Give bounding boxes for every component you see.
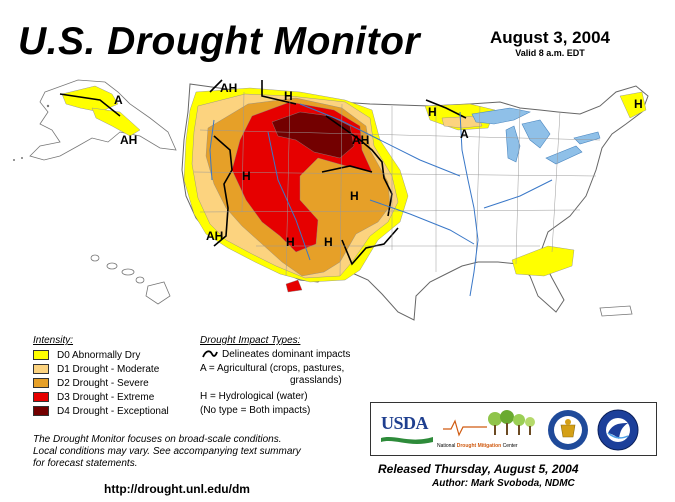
intensity-title: Intensity: xyxy=(33,335,74,346)
rivers xyxy=(209,103,553,297)
map-title: U.S. Drought Monitor xyxy=(18,20,421,63)
great-lakes xyxy=(471,107,601,165)
note-line-1: The Drought Monitor focuses on broad-sca… xyxy=(33,434,282,445)
ndmc-logo: National Drought Mitigation Center xyxy=(437,409,541,453)
noaa-logo-icon xyxy=(597,409,639,451)
alaska-region xyxy=(13,79,177,161)
usda-logo-text: USDA xyxy=(381,413,429,433)
state-borders xyxy=(193,91,601,277)
impact-types-legend: Drought Impact Types: Delineates dominan… xyxy=(200,335,375,420)
drought-map: A AH AH H AH H H AH H H H A H xyxy=(13,79,649,321)
impact-agricultural: A = Agricultural (crops, pastures, xyxy=(200,363,345,374)
note-line-2: Local conditions may vary. See accompany… xyxy=(33,446,301,457)
map-label-maine-h: H xyxy=(634,97,643,111)
map-label-nevada-h: H xyxy=(242,169,251,183)
map-label-kansas-h: H xyxy=(350,189,359,203)
valid-time: Valid 8 a.m. EDT xyxy=(515,48,585,58)
intensity-legend: Intensity: D0 Abnormally Dry D1 Drought … xyxy=(33,335,198,417)
impact-agricultural-cont: grasslands) xyxy=(290,375,342,386)
impact-boundaries xyxy=(209,79,467,266)
legend-item-d1: D1 Drought - Moderate xyxy=(33,363,159,375)
legend-item-d0: D0 Abnormally Dry xyxy=(33,349,140,361)
impact-delineates: Delineates dominant impacts xyxy=(222,349,351,360)
impact-boundary-icon xyxy=(202,350,218,358)
map-label-wisconsin-h: H xyxy=(428,105,437,119)
doc-seal-icon xyxy=(548,410,588,450)
ndmc-logo-text: National Drought Mitigation Center xyxy=(437,443,541,449)
usda-wave-icon xyxy=(381,437,433,444)
map-label-plains-ah: AH xyxy=(352,133,369,147)
d2-swatch xyxy=(33,378,49,388)
hawaii-region xyxy=(90,254,171,305)
note-line-3: for forecast statements. xyxy=(33,458,138,469)
disclaimer-note: The Drought Monitor focuses on broad-sca… xyxy=(33,434,363,470)
impact-hydrological: H = Hydrological (water) xyxy=(200,391,308,402)
legend-label-d4: D4 Drought - Exceptional xyxy=(57,405,169,417)
map-label-california-ah: AH xyxy=(206,229,223,243)
legend-item-d3: D3 Drought - Extreme xyxy=(33,391,154,403)
usda-logo: USDA xyxy=(381,413,433,447)
legend-item-d4: D4 Drought - Exceptional xyxy=(33,405,169,417)
ndmc-trees-icon xyxy=(443,410,535,437)
impact-types-title: Drought Impact Types: xyxy=(200,335,301,346)
map-label-alaska-ah: AH xyxy=(120,133,137,147)
map-label-arizona-h: H xyxy=(286,235,295,249)
d4-swatch xyxy=(33,406,49,416)
ndmc-prefix: National xyxy=(437,443,456,449)
map-label-newmexico-h: H xyxy=(324,235,333,249)
ndmc-suffix: Center xyxy=(502,443,518,449)
map-label-pnw-ah: AH xyxy=(220,81,237,95)
map-label-alaska-a: A xyxy=(114,93,123,107)
d1-swatch xyxy=(33,364,49,374)
legend-label-d3: D3 Drought - Extreme xyxy=(57,391,155,403)
legend-label-d0: D0 Abnormally Dry xyxy=(57,349,141,361)
puerto-rico-region xyxy=(599,305,633,317)
legend-label-d2: D2 Drought - Severe xyxy=(57,377,149,389)
legend-label-d1: D1 Drought - Moderate xyxy=(57,363,160,375)
map-date: August 3, 2004 xyxy=(490,28,610,47)
sponsor-logos: USDA National Drought Mitigation Center xyxy=(370,402,657,456)
d3-swatch xyxy=(33,392,49,402)
drought-url[interactable]: http://drought.unl.edu/dm xyxy=(104,482,250,496)
impact-both: (No type = Both impacts) xyxy=(200,405,311,416)
ndmc-emph: Drought Mitigation xyxy=(456,443,502,449)
author: Author: Mark Svoboda, NDMC xyxy=(432,478,575,489)
d4-areas xyxy=(271,111,355,159)
d0-swatch xyxy=(33,350,49,360)
legend-item-d2: D2 Drought - Severe xyxy=(33,377,149,389)
map-label-montana-h: H xyxy=(284,89,293,103)
release-date: Released Thursday, August 5, 2004 xyxy=(378,462,579,476)
map-label-michigan-a: A xyxy=(460,127,469,141)
